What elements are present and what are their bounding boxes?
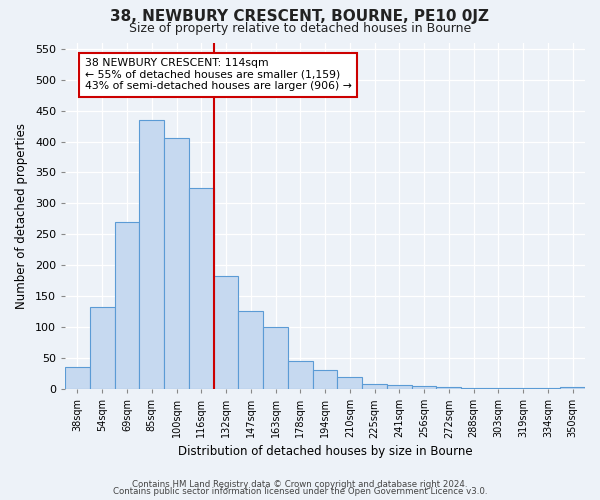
Bar: [436, 387, 461, 389]
Text: 38, NEWBURY CRESCENT, BOURNE, PE10 0JZ: 38, NEWBURY CRESCENT, BOURNE, PE10 0JZ: [110, 9, 490, 24]
Bar: [139, 120, 164, 389]
Bar: [164, 138, 189, 389]
Bar: [90, 306, 115, 389]
Bar: [65, 368, 90, 389]
Bar: [535, 388, 560, 389]
Bar: [511, 388, 535, 389]
Bar: [337, 376, 362, 389]
Bar: [313, 370, 337, 389]
Y-axis label: Number of detached properties: Number of detached properties: [15, 123, 28, 309]
Bar: [560, 387, 585, 389]
Text: Contains public sector information licensed under the Open Government Licence v3: Contains public sector information licen…: [113, 487, 487, 496]
Bar: [263, 327, 288, 389]
Bar: [362, 384, 387, 389]
Bar: [238, 311, 263, 389]
Bar: [214, 276, 238, 389]
Bar: [387, 384, 412, 389]
Bar: [189, 188, 214, 389]
Bar: [412, 386, 436, 389]
Text: Size of property relative to detached houses in Bourne: Size of property relative to detached ho…: [129, 22, 471, 35]
Bar: [115, 222, 139, 389]
Text: Contains HM Land Registry data © Crown copyright and database right 2024.: Contains HM Land Registry data © Crown c…: [132, 480, 468, 489]
Bar: [486, 388, 511, 389]
X-axis label: Distribution of detached houses by size in Bourne: Distribution of detached houses by size …: [178, 444, 472, 458]
Bar: [288, 360, 313, 389]
Bar: [461, 388, 486, 389]
Text: 38 NEWBURY CRESCENT: 114sqm
← 55% of detached houses are smaller (1,159)
43% of : 38 NEWBURY CRESCENT: 114sqm ← 55% of det…: [85, 58, 352, 91]
